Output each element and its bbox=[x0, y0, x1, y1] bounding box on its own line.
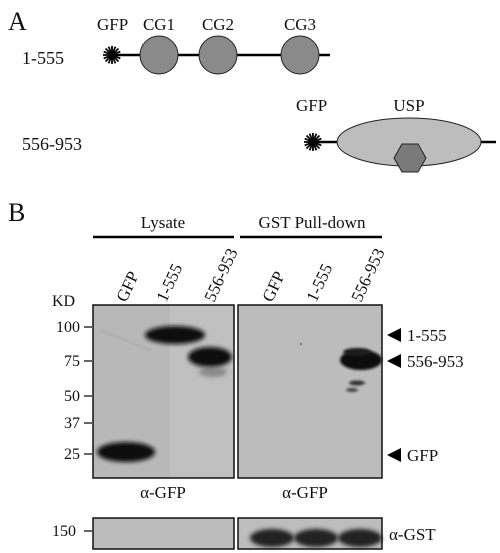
svg-text:25: 25 bbox=[64, 446, 80, 463]
arrow-gfp: GFP bbox=[387, 446, 438, 465]
lysate-antibody-label: α-GFP bbox=[140, 483, 186, 502]
marker-50: 50 bbox=[64, 388, 92, 405]
svg-text:75: 75 bbox=[64, 353, 80, 370]
marker-100: 100 bbox=[56, 319, 92, 336]
band-gst-1-555 bbox=[294, 529, 338, 547]
svg-text:37: 37 bbox=[64, 415, 80, 432]
cg1-domain bbox=[139, 35, 179, 75]
cg3-domain bbox=[280, 35, 320, 75]
lane-label-lysate-1-555: 1-555 bbox=[152, 261, 186, 305]
arrow-556-953: 556-953 bbox=[387, 352, 464, 371]
kd-label: KD bbox=[52, 293, 75, 310]
cg3-label: CG3 bbox=[284, 15, 316, 34]
construct-1-range: 1-555 bbox=[22, 48, 64, 68]
gst-pulldown-blot bbox=[237, 517, 383, 550]
gfp-star-icon bbox=[103, 46, 121, 64]
gst-lysate-blot bbox=[92, 517, 235, 550]
construct-2-range: 556-953 bbox=[22, 134, 82, 154]
band-lysate-556-953 bbox=[188, 347, 232, 367]
svg-text:1-555: 1-555 bbox=[407, 326, 447, 345]
usp-label: USP bbox=[393, 96, 424, 115]
panel-a-label: A bbox=[8, 7, 27, 36]
cg2-domain bbox=[198, 35, 238, 75]
lysate-blot bbox=[92, 304, 235, 479]
band-gst-gfp bbox=[250, 529, 294, 547]
band-gst-556-953 bbox=[338, 529, 382, 547]
pulldown-antibody-label: α-GFP bbox=[282, 483, 328, 502]
gst-antibody-label: α-GST bbox=[389, 525, 436, 544]
svg-text:100: 100 bbox=[56, 319, 80, 336]
marker-75: 75 bbox=[64, 353, 92, 370]
arrow-left-icon bbox=[387, 448, 401, 462]
lane-label-lysate-gfp: GFP bbox=[112, 268, 142, 304]
arrow-left-icon bbox=[387, 354, 401, 368]
lysate-group-label: Lysate bbox=[141, 213, 185, 232]
pulldown-blot bbox=[237, 304, 383, 479]
cg1-label: CG1 bbox=[143, 15, 175, 34]
lane-label-pulldown-556-953: 556-953 bbox=[347, 245, 388, 304]
lane-label-pulldown-gfp: GFP bbox=[258, 268, 288, 304]
pulldown-group-label: GST Pull-down bbox=[259, 213, 366, 232]
svg-text:556-953: 556-953 bbox=[407, 352, 464, 371]
construct-1-gfp-label: GFP bbox=[97, 15, 128, 34]
hexagon-icon bbox=[393, 143, 427, 173]
marker-25: 25 bbox=[64, 446, 92, 463]
band-lysate-1-555 bbox=[145, 326, 205, 344]
arrow-1-555: 1-555 bbox=[387, 326, 447, 345]
band-lysate-gfp bbox=[97, 442, 155, 462]
lane-label-pulldown-1-555: 1-555 bbox=[302, 261, 336, 305]
construct-2-gfp-label: GFP bbox=[296, 96, 327, 115]
lane-label-lysate-556-953: 556-953 bbox=[200, 245, 241, 304]
svg-text:50: 50 bbox=[64, 388, 80, 405]
svg-text:150: 150 bbox=[52, 523, 76, 540]
svg-text:GFP: GFP bbox=[407, 446, 438, 465]
gfp-star-icon bbox=[304, 133, 322, 151]
arrow-left-icon bbox=[387, 328, 401, 342]
panel-b-label: B bbox=[8, 198, 25, 227]
marker-37: 37 bbox=[64, 415, 92, 432]
marker-150: 150 bbox=[52, 523, 92, 540]
cg2-label: CG2 bbox=[202, 15, 234, 34]
